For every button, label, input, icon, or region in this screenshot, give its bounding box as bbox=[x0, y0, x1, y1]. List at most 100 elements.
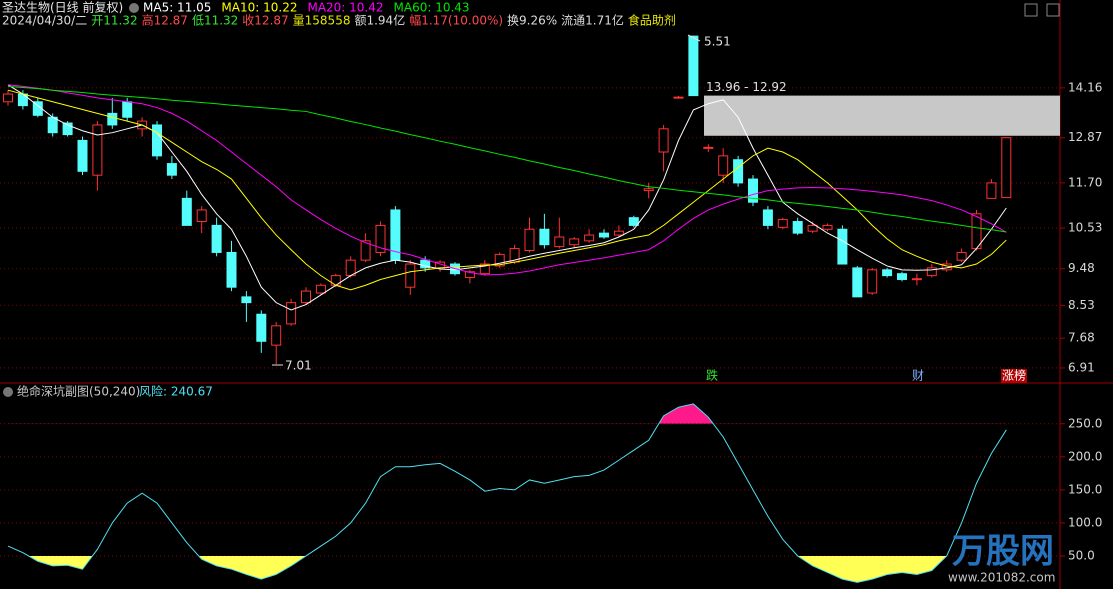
candle-body bbox=[286, 302, 297, 325]
candle-body bbox=[524, 228, 535, 252]
range-label: 13.96 - 12.92 bbox=[706, 80, 787, 94]
candle-body bbox=[956, 251, 967, 261]
candle-body bbox=[241, 296, 252, 304]
sub-chart-title: 绝命深坑副图(50,240) bbox=[17, 384, 140, 399]
candle-body bbox=[196, 209, 207, 223]
candle-body bbox=[301, 290, 311, 304]
candle-body bbox=[673, 96, 684, 99]
y-tick-label: 14.16 bbox=[1068, 80, 1102, 94]
signal-tag: 涨榜 bbox=[1002, 368, 1026, 383]
candle-body bbox=[613, 230, 624, 236]
info-item: 流通1.71亿 bbox=[561, 13, 624, 28]
candle-body bbox=[92, 124, 103, 176]
candle-body bbox=[315, 284, 326, 294]
candle-body bbox=[971, 213, 982, 250]
info-item: 换9.26% bbox=[507, 14, 557, 28]
candle-body bbox=[733, 159, 744, 184]
candle-body bbox=[986, 182, 997, 199]
annotation-arrow bbox=[687, 34, 701, 42]
ma-line bbox=[7, 89, 1007, 291]
icon[interactable] bbox=[1024, 3, 1038, 17]
candle-body bbox=[107, 112, 118, 126]
candle-body bbox=[807, 224, 818, 232]
candle-body bbox=[375, 224, 386, 253]
candle-body bbox=[792, 221, 803, 234]
candle-body bbox=[822, 224, 833, 230]
low-label: 7.01 bbox=[285, 359, 312, 373]
candle-body bbox=[688, 35, 699, 97]
signal-tag: 财 bbox=[912, 369, 924, 383]
candle-body bbox=[360, 240, 371, 261]
candle-body bbox=[479, 263, 490, 275]
candle-body bbox=[1001, 137, 1012, 199]
info-item: 低11.32 bbox=[192, 14, 238, 28]
candle-body bbox=[152, 124, 162, 157]
candle-body bbox=[658, 128, 669, 153]
info-item: 收12.87 bbox=[242, 14, 288, 28]
watermark-url: www.201082.com bbox=[948, 571, 1055, 585]
candle-body bbox=[211, 224, 222, 253]
candle-body bbox=[181, 197, 192, 226]
toolbar-icons bbox=[1024, 3, 1060, 17]
legend-entry: MA60: 10.43 bbox=[394, 1, 470, 15]
ma-line bbox=[7, 84, 1007, 276]
y-tick-label: 7.68 bbox=[1068, 331, 1095, 345]
candle-body bbox=[62, 122, 73, 136]
candle-body bbox=[762, 209, 773, 226]
signal-bg bbox=[1001, 369, 1027, 383]
low-fill bbox=[28, 555, 947, 583]
candle-body bbox=[539, 228, 550, 246]
legend-icon[interactable] bbox=[129, 3, 139, 13]
candle-body bbox=[345, 259, 356, 277]
y-tick-label: 50.0 bbox=[1068, 548, 1095, 562]
candle-body bbox=[271, 325, 282, 346]
info-item: 量158558 bbox=[293, 14, 351, 28]
range-box bbox=[704, 95, 1060, 136]
candle-body bbox=[718, 155, 729, 176]
info-item: 幅1.17(10.00%) bbox=[409, 13, 503, 28]
plot-area bbox=[0, 403, 1060, 583]
chart-title: 圣达生物(日线 前复权) bbox=[2, 0, 123, 15]
icon[interactable] bbox=[1046, 3, 1060, 17]
info-item: 开11.32 bbox=[91, 14, 137, 28]
candle-body bbox=[852, 267, 863, 298]
y-tick-label: 6.91 bbox=[1068, 360, 1095, 374]
watermark: 万股网 www.201082.com bbox=[948, 532, 1055, 585]
y-tick-label: 200.0 bbox=[1068, 449, 1102, 463]
candle-body bbox=[226, 251, 237, 288]
candle-body bbox=[926, 267, 937, 277]
candle-body bbox=[569, 238, 580, 246]
ma-line bbox=[7, 84, 1007, 311]
candle-body bbox=[777, 219, 788, 228]
candle-body bbox=[494, 253, 505, 267]
legend-entry: MA20: 10.42 bbox=[307, 1, 383, 15]
candle-body bbox=[837, 228, 848, 265]
y-tick-label: 12.87 bbox=[1068, 130, 1102, 144]
candle-body bbox=[47, 116, 58, 134]
plot-area bbox=[0, 35, 1060, 369]
y-tick-label: 250.0 bbox=[1068, 416, 1102, 430]
candle-body bbox=[643, 188, 654, 192]
info-item: 2024/04/30/二 bbox=[2, 14, 87, 28]
candle-body bbox=[256, 313, 267, 342]
candle-body bbox=[867, 269, 878, 294]
legend-entry: MA5: 11.05 bbox=[143, 1, 211, 15]
info-item: 食品助剂 bbox=[628, 13, 676, 28]
candle-body bbox=[599, 232, 609, 238]
candle-body bbox=[405, 263, 416, 288]
y-tick-label: 150.0 bbox=[1068, 482, 1102, 496]
candle-body bbox=[628, 217, 639, 226]
y-tick-label: 10.53 bbox=[1068, 221, 1102, 235]
legend-icon[interactable] bbox=[3, 387, 13, 397]
candle-body bbox=[17, 93, 28, 107]
high-label: 5.51 bbox=[704, 35, 731, 49]
candle-body bbox=[584, 234, 595, 242]
legend-entry: 风险: 240.67 bbox=[139, 384, 213, 399]
y-tick-label: 9.48 bbox=[1068, 261, 1095, 275]
indicator-line bbox=[7, 403, 1007, 583]
candle-body bbox=[420, 259, 431, 269]
candle-body bbox=[882, 269, 893, 277]
candle-body bbox=[911, 278, 922, 281]
